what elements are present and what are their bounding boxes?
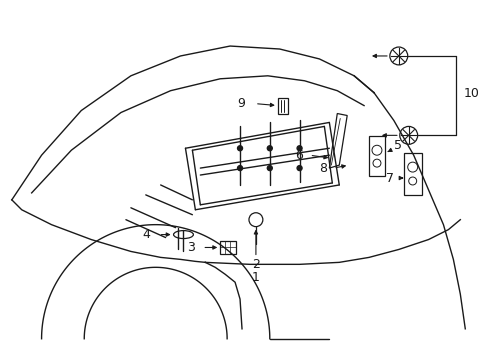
Circle shape <box>237 146 242 151</box>
Text: 3: 3 <box>187 241 195 254</box>
Circle shape <box>297 166 302 171</box>
Text: 6: 6 <box>294 149 302 162</box>
Text: 9: 9 <box>237 97 244 110</box>
Text: 1: 1 <box>251 271 259 284</box>
Text: 10: 10 <box>462 87 478 100</box>
Circle shape <box>237 166 242 171</box>
Text: 7: 7 <box>385 171 393 185</box>
Circle shape <box>267 146 272 151</box>
Text: 4: 4 <box>142 228 150 241</box>
Text: 2: 2 <box>251 258 259 271</box>
Text: 8: 8 <box>319 162 326 175</box>
Circle shape <box>297 146 302 151</box>
Circle shape <box>267 166 272 171</box>
Text: 5: 5 <box>393 139 401 152</box>
